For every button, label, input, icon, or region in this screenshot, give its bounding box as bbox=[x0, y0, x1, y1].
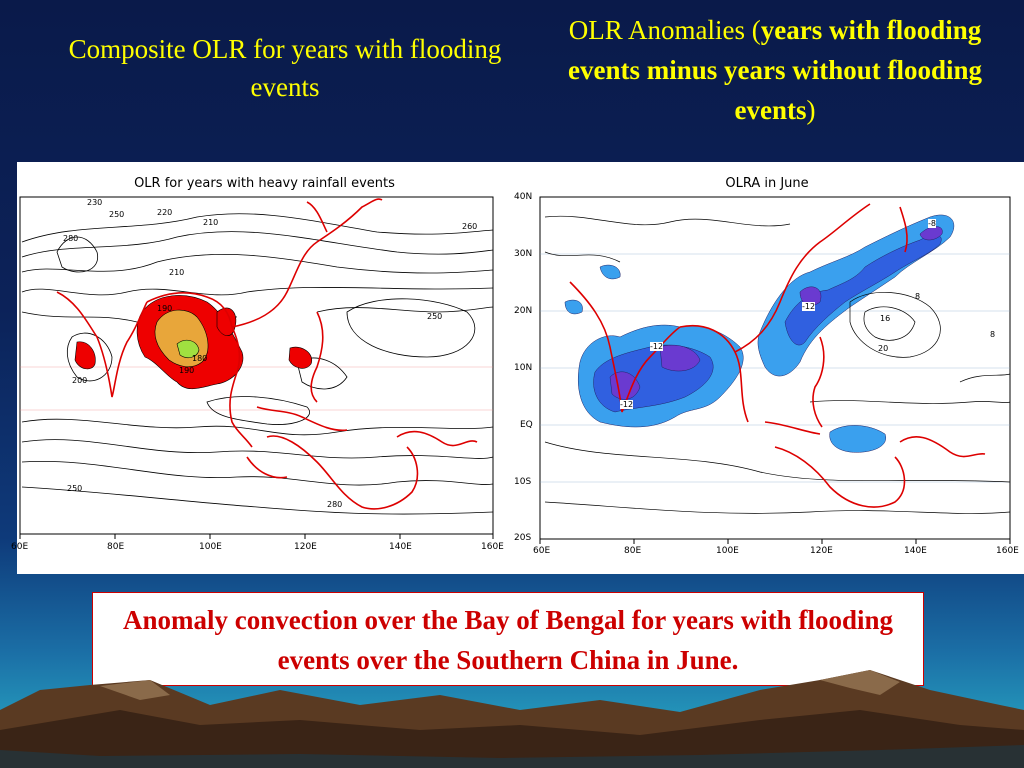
right-x-tick: 120E bbox=[810, 546, 833, 556]
right-x-tick: 60E bbox=[533, 546, 551, 556]
right-y-tick: 20N bbox=[514, 306, 533, 316]
slide-caption: Anomaly convection over the Bay of Benga… bbox=[92, 592, 924, 686]
left-map-title: OLR for years with heavy rainfall events bbox=[134, 176, 395, 191]
right-y-tick: EQ bbox=[520, 420, 533, 430]
olr-composite-map: OLR for years with heavy rainfall events… bbox=[11, 162, 512, 574]
contour-label: 280 bbox=[327, 500, 343, 509]
slide-title-right: OLR Anomalies (years with flooding event… bbox=[567, 15, 983, 125]
olr-anomaly-map: OLRA in June 60E 80E 100E 120E 140E 160E… bbox=[510, 162, 1024, 574]
contour-label: 230 bbox=[87, 198, 103, 207]
right-map-title: OLRA in June bbox=[725, 176, 809, 191]
contour-label: 220 bbox=[157, 208, 173, 217]
right-x-tick: 100E bbox=[716, 546, 739, 556]
contour-label: -12 bbox=[620, 400, 634, 409]
contour-label: 20 bbox=[878, 344, 889, 353]
contour-label: 190 bbox=[157, 304, 173, 313]
right-y-tick: 40N bbox=[514, 192, 533, 202]
contour-label: 8 bbox=[990, 330, 996, 339]
contour-label: -12 bbox=[802, 302, 816, 311]
mountain-landscape bbox=[0, 670, 1024, 768]
right-y-tick: 20S bbox=[514, 533, 532, 543]
left-x-tick: 140E bbox=[389, 542, 412, 552]
contour-label: 210 bbox=[169, 268, 185, 277]
right-x-tick: 140E bbox=[904, 546, 927, 556]
olr-composite-map-graphic bbox=[19, 196, 494, 539]
contour-label: 200 bbox=[72, 376, 88, 385]
contour-label: 250 bbox=[427, 312, 443, 321]
slide-title-left: Composite OLR for years with flooding ev… bbox=[68, 34, 502, 102]
left-x-tick: 80E bbox=[107, 542, 125, 552]
right-x-tick: 160E bbox=[996, 546, 1019, 556]
contour-label: 16 bbox=[880, 314, 891, 323]
right-x-tick: 80E bbox=[624, 546, 642, 556]
contour-label: 190 bbox=[179, 366, 195, 375]
contour-label: 8 bbox=[915, 292, 921, 301]
left-x-tick: 120E bbox=[294, 542, 317, 552]
contour-label: 210 bbox=[203, 218, 219, 227]
left-x-tick: 60E bbox=[11, 542, 29, 552]
contour-label: 260 bbox=[462, 222, 478, 231]
olr-anomaly-map-graphic bbox=[539, 196, 1011, 544]
contour-label: 250 bbox=[67, 484, 83, 493]
left-x-tick: 160E bbox=[481, 542, 504, 552]
right-y-tick: 10N bbox=[514, 363, 533, 373]
contour-label: 180 bbox=[192, 354, 208, 363]
left-x-tick: 100E bbox=[199, 542, 222, 552]
contour-label: 280 bbox=[63, 234, 79, 243]
contour-label: -8 bbox=[928, 219, 936, 228]
right-y-tick: 10S bbox=[514, 477, 532, 487]
right-y-tick: 30N bbox=[514, 249, 533, 259]
contour-label: 250 bbox=[109, 210, 125, 219]
contour-label: -12 bbox=[650, 342, 664, 351]
